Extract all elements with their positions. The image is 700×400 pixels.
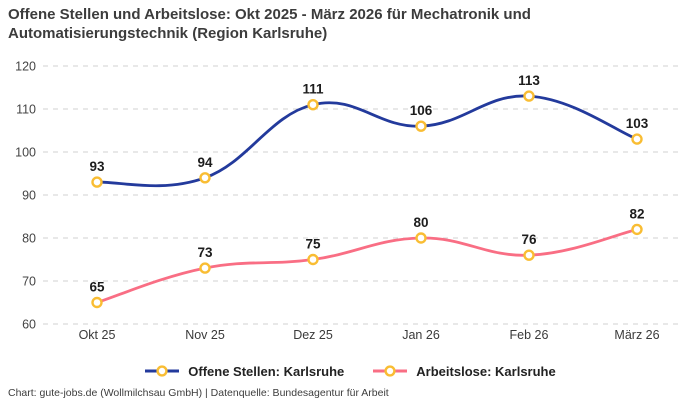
line-marker-swatch-icon [373,365,408,377]
legend-item-arbeitslose[interactable]: Arbeitslose: Karlsruhe [372,363,556,379]
series-line [95,94,639,188]
data-point-marker[interactable] [307,253,319,266]
data-point-label: 113 [518,73,540,88]
y-axis-tick-label: 80 [22,232,36,246]
y-axis-tick-label: 60 [22,318,36,332]
data-point-marker[interactable] [631,133,643,145]
data-point-label: 65 [89,280,105,295]
line-marker-swatch-icon [145,365,180,377]
data-point-label: 106 [410,103,433,118]
data-point-marker[interactable] [523,249,535,261]
data-point-label: 76 [521,232,537,247]
x-axis-tick-label: Dez 25 [293,328,333,342]
data-point-label: 94 [197,155,213,170]
data-point-marker[interactable] [307,99,319,111]
data-point-marker[interactable] [415,232,427,244]
y-axis-tick-label: 100 [15,146,36,160]
x-axis-tick-label: März 26 [614,328,659,342]
data-point-marker[interactable] [91,296,103,309]
data-point-marker[interactable] [523,90,535,102]
data-point-marker[interactable] [199,262,211,274]
x-axis-tick-label: Jan 26 [402,328,440,342]
y-axis-tick-label: 120 [15,60,36,74]
data-point-marker[interactable] [415,120,427,132]
y-axis-tick-label: 70 [22,275,36,289]
series-line [95,228,639,304]
legend-item-offene-stellen[interactable]: Offene Stellen: Karlsruhe [144,364,344,379]
chart-area: 60 70 80 90 100 110 120 Okt 25 Nov 25 Dez 25 Jan 2… [0,50,700,350]
x-axis-tick-label: Okt 25 [79,328,116,342]
chart-attribution: Chart: gute-jobs.de (Wollmilchsau GmbH) … [8,387,389,399]
y-axis-tick-label: 110 [16,103,36,117]
data-point-label: 73 [197,245,213,260]
x-axis-tick-label: Nov 25 [185,328,225,342]
chart-canvas[interactable]: 60 70 80 90 100 110 120 Okt 25 Nov 25 Dez 25 Jan 2… [0,50,700,350]
chart-title: Offene Stellen und Arbeitslose: Okt 2025… [8,6,531,43]
data-point-label: 93 [89,159,105,174]
x-axis-tick-label: Feb 26 [510,328,549,342]
y-axis-tick-label: 90 [22,189,36,203]
data-point-marker[interactable] [631,223,643,236]
data-point-label: 80 [413,215,428,230]
data-point-label: 111 [302,82,324,97]
data-point-label: 103 [626,116,649,131]
data-point-marker[interactable] [91,176,103,188]
data-point-label: 75 [305,237,321,252]
legend: Offene Stellen: Karlsruhe Arbeitslose: K… [0,360,700,382]
legend-label: Offene Stellen: Karlsruhe [188,363,345,379]
legend-label: Arbeitslose: Karlsruhe [416,363,556,379]
data-point-marker[interactable] [199,172,211,184]
data-point-label: 82 [629,206,644,221]
